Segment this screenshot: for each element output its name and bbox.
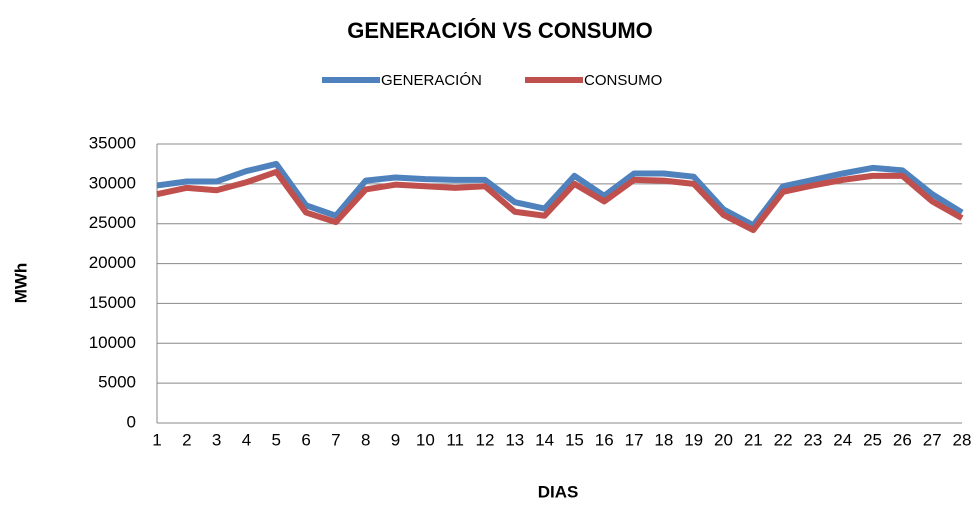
y-tick-label: 30000 (89, 173, 136, 192)
y-axis-label: MWh (11, 263, 30, 304)
y-tick-label: 15000 (89, 293, 136, 312)
x-tick-label: 25 (863, 430, 882, 449)
x-tick-label: 14 (535, 430, 554, 449)
x-tick-label: 20 (714, 430, 733, 449)
legend-label: CONSUMO (584, 72, 662, 89)
x-tick-label: 5 (272, 430, 281, 449)
y-tick-label: 35000 (89, 133, 136, 152)
x-tick-label: 7 (331, 430, 340, 449)
x-tick-label: 16 (595, 430, 614, 449)
x-tick-label: 26 (893, 430, 912, 449)
x-tick-label: 12 (476, 430, 495, 449)
x-tick-label: 13 (505, 430, 524, 449)
x-tick-label: 22 (774, 430, 793, 449)
y-tick-label: 5000 (98, 373, 136, 392)
x-tick-label: 4 (242, 430, 251, 449)
y-tick-label: 20000 (89, 253, 136, 272)
x-tick-label: 17 (625, 430, 644, 449)
x-tick-label: 6 (301, 430, 310, 449)
x-tick-label: 11 (446, 430, 464, 449)
x-axis-label: DIAS (538, 482, 579, 501)
x-tick-label: 19 (684, 430, 703, 449)
x-tick-label: 9 (391, 430, 400, 449)
x-tick-label: 1 (152, 430, 161, 449)
chart-title: GENERACIÓN VS CONSUMO (347, 18, 653, 43)
x-tick-label: 18 (654, 430, 673, 449)
y-tick-label: 25000 (89, 213, 136, 232)
x-tick-label: 24 (833, 430, 852, 449)
x-tick-label: 10 (416, 430, 435, 449)
x-tick-label: 2 (182, 430, 191, 449)
y-tick-label: 10000 (89, 333, 136, 352)
legend-label: GENERACIÓN (381, 72, 482, 89)
x-tick-label: 23 (803, 430, 822, 449)
x-tick-label: 27 (923, 430, 942, 449)
series-line (156, 168, 964, 234)
x-tick-label: 3 (212, 430, 221, 449)
x-tick-label: 15 (565, 430, 584, 449)
x-tick-label: 8 (361, 430, 370, 449)
x-tick-label: 28 (953, 430, 972, 449)
x-tick-label: 21 (744, 430, 763, 449)
series-line (156, 160, 964, 229)
y-tick-label: 0 (127, 412, 136, 431)
